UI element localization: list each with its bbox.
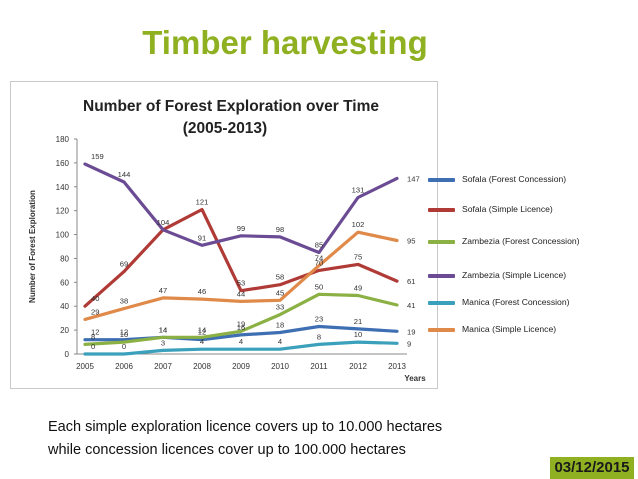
data-label: 16 xyxy=(237,323,245,332)
forest-exploration-line-chart: Number of Forest Exploration over Time (2… xyxy=(28,98,426,383)
legend-swatch xyxy=(428,240,455,244)
legend-swatch xyxy=(428,328,455,332)
x-tick-label: 2012 xyxy=(349,362,367,371)
data-label: 131 xyxy=(352,186,365,195)
data-label: 69 xyxy=(120,260,128,269)
data-label: 0 xyxy=(91,342,95,351)
data-label: 14 xyxy=(159,325,167,334)
data-label: 74 xyxy=(315,254,323,263)
series-line-4 xyxy=(83,340,399,356)
data-label: 98 xyxy=(276,225,284,234)
data-label: 144 xyxy=(118,170,131,179)
legend-swatch xyxy=(428,178,455,182)
data-label: 10 xyxy=(354,330,362,339)
data-label: 0 xyxy=(122,342,126,351)
data-label: 49 xyxy=(354,283,362,292)
data-label: 104 xyxy=(157,218,170,227)
data-label: 147 xyxy=(407,174,420,183)
data-label: 12 xyxy=(120,328,128,337)
chart-subtitle: (2005-2013) xyxy=(183,120,267,137)
series-line-2 xyxy=(83,292,399,346)
y-tick-label: 40 xyxy=(60,302,69,311)
series-line-5 xyxy=(83,230,399,321)
data-label: 10 xyxy=(120,330,128,339)
data-label: 53 xyxy=(237,279,245,288)
data-label: 23 xyxy=(315,315,323,324)
y-tick-label: 60 xyxy=(60,278,69,287)
legend-swatch xyxy=(428,274,455,278)
data-label: 33 xyxy=(276,303,284,312)
x-tick-label: 2010 xyxy=(271,362,289,371)
data-label: 8 xyxy=(317,332,321,341)
note-line-2: while concession licences cover up to 10… xyxy=(48,442,406,458)
x-tick-label: 2009 xyxy=(232,362,250,371)
date-badge: 03/12/2015 xyxy=(550,457,634,479)
data-label: 4 xyxy=(278,337,282,346)
data-label: 12 xyxy=(91,328,99,337)
data-label: 159 xyxy=(91,152,104,161)
data-label: 40 xyxy=(91,294,99,303)
x-tick-label: 2008 xyxy=(193,362,211,371)
data-label: 8 xyxy=(91,332,95,341)
data-label: 75 xyxy=(354,252,362,261)
data-label: 38 xyxy=(120,297,128,306)
x-tick-label: 2007 xyxy=(154,362,172,371)
data-label: 45 xyxy=(276,288,284,297)
y-tick-label: 0 xyxy=(65,350,70,359)
x-axis-label: Years xyxy=(404,374,426,383)
legend-swatch xyxy=(428,301,455,305)
y-tick-label: 20 xyxy=(60,326,69,335)
data-label: 14 xyxy=(159,325,167,334)
data-label: 95 xyxy=(407,237,415,246)
legend-label: Sofala (Simple Licence) xyxy=(462,204,553,214)
data-label: 14 xyxy=(198,325,206,334)
data-label: 47 xyxy=(159,286,167,295)
data-label: 85 xyxy=(315,240,323,249)
chart-title: Number of Forest Exploration over Time xyxy=(83,98,379,115)
data-label: 102 xyxy=(352,220,365,229)
slide-title: Timber harvesting xyxy=(142,24,428,61)
series-line-1 xyxy=(83,207,399,308)
data-label: 21 xyxy=(354,317,362,326)
data-label: 46 xyxy=(198,287,206,296)
chart-panel: Number of Forest Exploration over Time (2… xyxy=(10,81,438,389)
note-line-1: Each simple exploration licence covers u… xyxy=(48,419,443,435)
y-tick-label: 80 xyxy=(60,254,69,263)
data-label: 44 xyxy=(237,289,245,298)
data-label: 18 xyxy=(276,321,284,330)
data-label: 19 xyxy=(407,327,415,336)
x-tick-label: 2006 xyxy=(115,362,133,371)
data-label: 50 xyxy=(315,282,323,291)
data-label: 12 xyxy=(198,328,206,337)
legend-swatch xyxy=(428,208,455,212)
data-label: 99 xyxy=(237,224,245,233)
data-label: 61 xyxy=(407,277,415,286)
y-tick-label: 160 xyxy=(56,159,70,168)
y-axis-label: Number of Forest Exploration xyxy=(28,190,37,303)
y-tick-label: 140 xyxy=(56,183,70,192)
series-line-3 xyxy=(83,162,399,255)
data-label: 19 xyxy=(237,319,245,328)
legend-label: Zambezia (Forest Concession) xyxy=(462,236,580,246)
data-label: 121 xyxy=(196,197,209,206)
data-label: 4 xyxy=(200,337,204,346)
data-label: 58 xyxy=(276,273,284,282)
data-label: 4 xyxy=(239,337,243,346)
x-tick-label: 2005 xyxy=(76,362,94,371)
x-tick-label: 2011 xyxy=(310,362,328,371)
x-tick-label: 2013 xyxy=(388,362,406,371)
data-label: 9 xyxy=(407,339,411,348)
data-label: 41 xyxy=(407,301,415,310)
y-tick-label: 100 xyxy=(56,231,70,240)
legend-label: Sofala (Forest Concession) xyxy=(462,174,567,184)
legend-label: Manica (Simple Licence) xyxy=(462,324,557,334)
legend-label: Zambezia (Simple Licence) xyxy=(462,270,567,280)
data-label: 91 xyxy=(198,233,206,242)
y-tick-label: 180 xyxy=(56,135,70,144)
legend-label: Manica (Forest Concession) xyxy=(462,297,570,307)
y-tick-label: 120 xyxy=(56,207,70,216)
data-label: 29 xyxy=(91,307,99,316)
data-label: 70 xyxy=(315,258,323,267)
data-label: 3 xyxy=(161,338,165,347)
